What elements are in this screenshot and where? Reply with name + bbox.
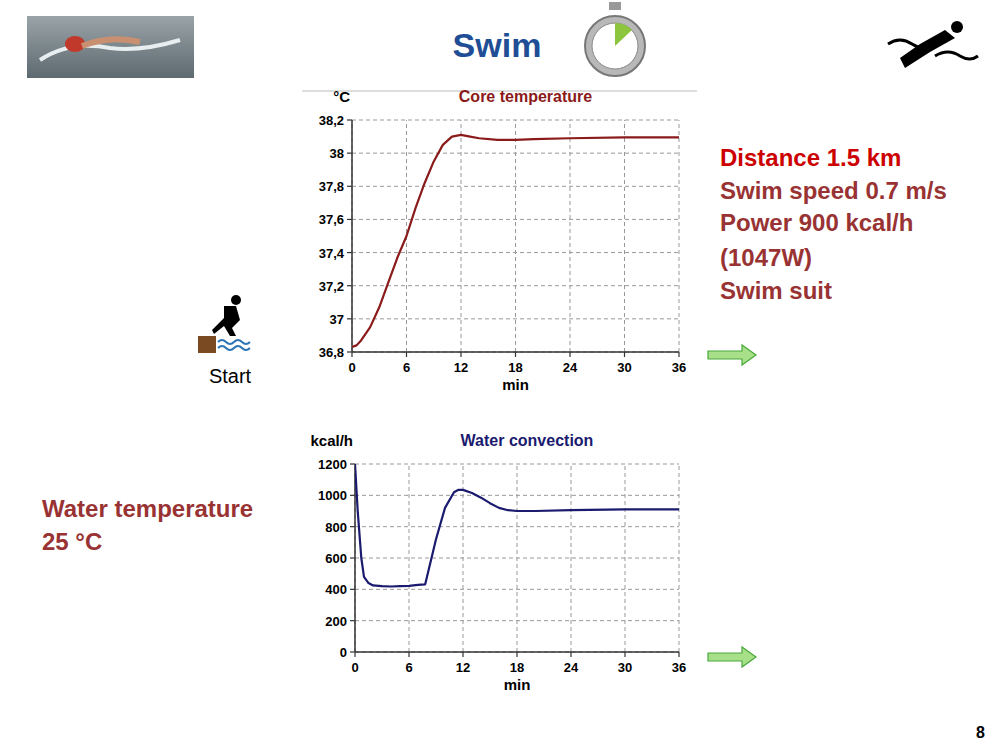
page-number: 8: [976, 724, 985, 741]
grid-line: [625, 464, 626, 652]
y-tick-label: 1200: [318, 457, 347, 472]
x-tick-label: 24: [563, 360, 578, 375]
grid-line: [571, 464, 572, 652]
x-tick-label: 36: [672, 660, 686, 675]
y-tick-label: 38: [330, 146, 344, 161]
y-tick-label: 800: [325, 520, 347, 535]
spec-line: (1047W): [720, 244, 812, 271]
x-tick-label: 18: [510, 660, 524, 675]
grid-line: [355, 652, 679, 653]
slide: Swim Distance 1.5 km Swim speed 0.7 m/s Pow…: [0, 0, 1000, 750]
y-tick-label: 37: [330, 312, 344, 327]
x-tick-label: 30: [618, 660, 632, 675]
start-block: [198, 336, 216, 353]
spec-distance: Distance 1.5 km: [720, 144, 901, 171]
stopwatch-crown: [609, 2, 621, 10]
x-tick-label: 12: [454, 360, 468, 375]
water-temperature: Water temperature: [42, 495, 253, 522]
x-tick-label: 6: [403, 360, 410, 375]
start-water: [218, 346, 250, 350]
grid-line: [409, 464, 410, 652]
stopwatch-case: [585, 16, 645, 76]
y-tick-label: 36,8: [319, 345, 344, 360]
grid-line: [679, 464, 680, 652]
slide-title: Swim: [453, 26, 542, 64]
grid-line: [352, 219, 679, 220]
x-axis: [352, 351, 679, 353]
y-axis-title: °C: [333, 88, 350, 105]
y-tick-label: 37,2: [319, 279, 344, 294]
grid-line: [355, 526, 679, 527]
y-tick-label: 200: [325, 614, 347, 629]
swimmer-wave: [888, 40, 936, 48]
stopwatch-face: [592, 23, 638, 69]
plot-area: [355, 464, 679, 587]
chart: 36,8 37 37,2 37,4 37,6 37,8 38 38,2 0 6 12 18 24 30 36…: [319, 88, 687, 393]
swimmer-wave: [935, 52, 978, 59]
x-axis-title: min: [502, 376, 529, 393]
start-label: Start: [209, 365, 252, 387]
grid-line: [517, 464, 518, 652]
data-line: [352, 135, 679, 347]
spec-line: Power 900 kcal/h: [720, 209, 913, 236]
y-tick-label: 37,4: [319, 246, 345, 261]
y-tick-label: 37,8: [319, 179, 344, 194]
photo-arm: [82, 39, 140, 46]
grid-line: [463, 464, 464, 652]
photo-wave: [40, 40, 180, 60]
photo: [27, 16, 194, 78]
chart-title: Core temperature: [459, 88, 592, 105]
x-tick-label: 36: [672, 360, 686, 375]
x-axis: [355, 651, 679, 653]
y-tick-label: 600: [325, 551, 347, 566]
grid-line: [515, 120, 516, 352]
start-head: [231, 295, 241, 305]
arrow: [708, 345, 756, 365]
x-tick-label: 6: [405, 660, 412, 675]
x-tick-label: 0: [348, 360, 355, 375]
y-tick-label: 37,6: [319, 212, 344, 227]
x-tick-label: 12: [456, 660, 470, 675]
start-figure: [212, 306, 240, 336]
data-line: [355, 464, 679, 587]
x-tick-label: 18: [508, 360, 522, 375]
spec-line: Swim speed 0.7 m/s: [720, 177, 947, 204]
grid-line: [352, 120, 353, 352]
water-temperature: 25 °C: [42, 528, 102, 555]
plot-area: [352, 135, 679, 347]
x-tick-label: 24: [564, 660, 579, 675]
grid-line: [461, 120, 462, 352]
start-water: [218, 340, 250, 344]
y-axis-title: kcal/h: [310, 432, 353, 449]
grid-line: [352, 352, 679, 353]
grid-line: [355, 464, 356, 652]
grid-line: [352, 318, 679, 319]
grid-line: [352, 186, 679, 187]
grid-line: [624, 120, 625, 352]
grid-line: [570, 120, 571, 352]
grid-line: [679, 120, 680, 352]
x-axis-title: min: [504, 676, 531, 693]
y-tick-label: 0: [340, 645, 347, 660]
y-tick-label: 400: [325, 582, 347, 597]
arrow: [708, 647, 756, 667]
chart: 0 200 400 600 800 1000 1200 0 6 12 18 24 30 36 Water c…: [310, 432, 686, 693]
y-tick-label: 1000: [318, 488, 347, 503]
swimmer-head: [951, 21, 963, 33]
y-axis: [351, 120, 353, 352]
x-tick-label: 0: [351, 660, 358, 675]
chart-title: Water convection: [461, 432, 594, 449]
stopwatch-wedge: [615, 23, 632, 46]
y-tick-label: 38,2: [319, 113, 344, 128]
x-tick-label: 30: [617, 360, 631, 375]
spec-line: Swim suit: [720, 277, 832, 304]
